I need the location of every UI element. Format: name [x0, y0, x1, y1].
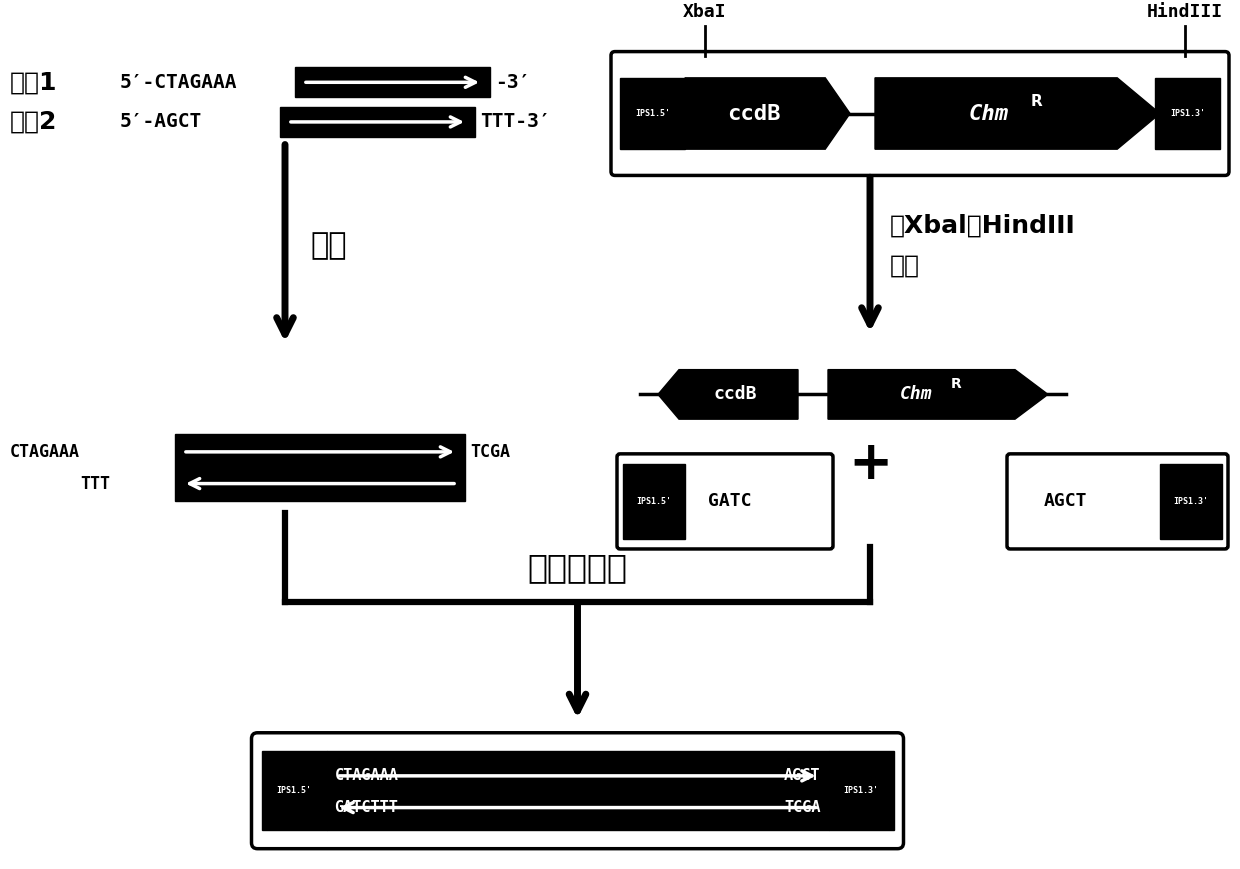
Text: 5′-CTAGAAA: 5′-CTAGAAA [120, 73, 238, 92]
Text: IPS1.5': IPS1.5' [636, 497, 672, 506]
Text: IPS1.5': IPS1.5' [635, 109, 670, 118]
Text: CTAGAAA: CTAGAAA [10, 443, 81, 461]
Text: 酶切: 酶切 [890, 254, 920, 277]
Text: +: + [848, 438, 892, 490]
Bar [175, 434, 465, 501]
Text: IPS1.3': IPS1.3' [843, 786, 878, 795]
Polygon shape [828, 369, 1048, 419]
Text: TTT: TTT [81, 474, 110, 493]
Bar [295, 68, 490, 97]
Text: AGCT: AGCT [784, 768, 821, 783]
Polygon shape [875, 78, 1159, 149]
Text: 混合并连接: 混合并连接 [527, 551, 627, 584]
Text: ccdB: ccdB [713, 386, 756, 403]
Bar [326, 751, 828, 831]
Text: HindIII: HindIII [1147, 3, 1223, 21]
Bar [1159, 464, 1221, 539]
Text: Chm: Chm [968, 103, 1009, 123]
Text: GATCTTT: GATCTTT [335, 800, 398, 815]
FancyBboxPatch shape [618, 454, 833, 549]
Text: 混合: 混合 [310, 231, 346, 261]
Text: TCGA: TCGA [784, 800, 821, 815]
Text: 5′-AGCT: 5′-AGCT [120, 112, 202, 131]
Text: IPS1.3': IPS1.3' [1171, 109, 1205, 118]
Text: TTT-3′: TTT-3′ [480, 112, 551, 131]
Text: Chm: Chm [900, 386, 932, 403]
FancyBboxPatch shape [611, 51, 1229, 176]
FancyBboxPatch shape [1007, 454, 1228, 549]
Text: GATC: GATC [708, 493, 751, 510]
Text: 引物2: 引物2 [10, 110, 57, 134]
Bar [620, 78, 684, 149]
Text: -3′: -3′ [495, 73, 531, 92]
Text: ccdB: ccdB [728, 103, 781, 123]
Text: R: R [951, 377, 962, 392]
Polygon shape [684, 78, 849, 149]
Text: IPS1.3': IPS1.3' [1173, 497, 1209, 506]
Text: XbaI: XbaI [683, 3, 727, 21]
Text: IPS1.5': IPS1.5' [277, 786, 311, 795]
Text: CTAGAAA: CTAGAAA [335, 768, 398, 783]
FancyBboxPatch shape [252, 733, 904, 849]
Text: TCGA: TCGA [470, 443, 510, 461]
Bar [1154, 78, 1220, 149]
Bar [262, 751, 326, 831]
Text: R: R [1030, 94, 1043, 109]
Text: 用Xbal和HindIII: 用Xbal和HindIII [890, 214, 1076, 238]
Text: AGCT: AGCT [1043, 493, 1086, 510]
Bar [622, 464, 684, 539]
Bar [280, 107, 475, 136]
Bar [828, 751, 894, 831]
Text: 引物1: 引物1 [10, 70, 57, 95]
Polygon shape [658, 369, 799, 419]
